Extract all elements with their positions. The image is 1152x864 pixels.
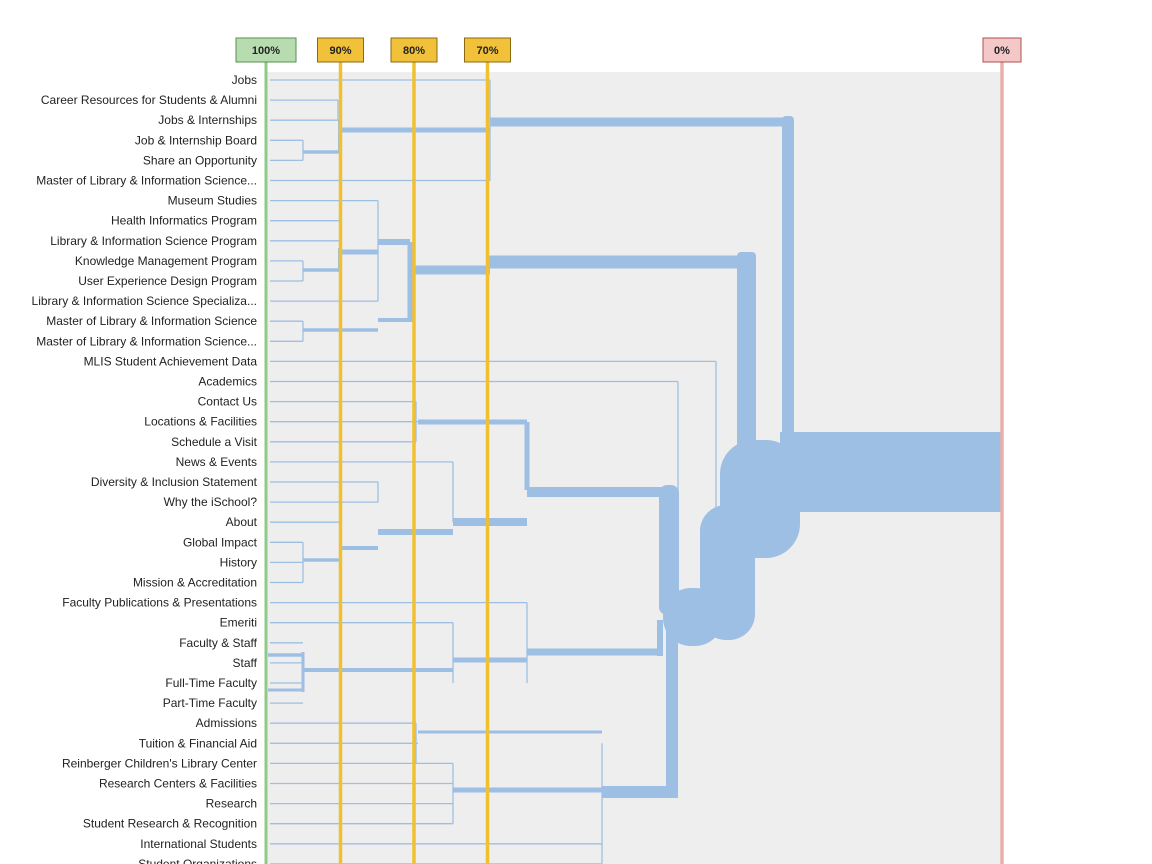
page-label[interactable]: Faculty Publications & Presentations bbox=[62, 596, 257, 610]
trunk bbox=[737, 252, 756, 452]
page-label[interactable]: Research Centers & Facilities bbox=[99, 777, 257, 791]
threshold-label: 90% bbox=[329, 45, 351, 57]
threshold-badge[interactable] bbox=[390, 37, 438, 63]
threshold-badge[interactable] bbox=[982, 37, 1022, 63]
page-label[interactable]: International Students bbox=[140, 837, 257, 851]
page-label[interactable]: Part-Time Faculty bbox=[163, 696, 257, 710]
page-label[interactable]: Faculty & Staff bbox=[179, 636, 257, 650]
threshold-label: 70% bbox=[476, 45, 498, 57]
page-label[interactable]: Student Research & Recognition bbox=[83, 817, 257, 831]
page-label[interactable]: Locations & Facilities bbox=[144, 415, 257, 429]
page-label[interactable]: Full-Time Faculty bbox=[165, 676, 257, 690]
threshold-badge[interactable] bbox=[317, 37, 364, 63]
page-label[interactable]: Health Informatics Program bbox=[111, 214, 257, 228]
page-label[interactable]: Emeriti bbox=[220, 616, 257, 630]
page-label[interactable]: News & Events bbox=[176, 455, 257, 469]
threshold-label: 0% bbox=[994, 45, 1010, 57]
page-label[interactable]: Share an Opportunity bbox=[143, 153, 257, 167]
page-label[interactable]: Staff bbox=[233, 656, 258, 670]
trunk bbox=[782, 116, 794, 446]
page-label[interactable]: Master of Library & Information Science.… bbox=[36, 174, 257, 188]
page-label[interactable]: Research bbox=[206, 797, 257, 811]
page-label[interactable]: Career Resources for Students & Alumni bbox=[41, 93, 257, 107]
page-label[interactable]: Diversity & Inclusion Statement bbox=[91, 475, 258, 489]
page-label[interactable]: Admissions bbox=[196, 716, 257, 730]
page-label[interactable]: Master of Library & Information Science bbox=[46, 314, 257, 328]
page-label[interactable]: Global Impact bbox=[183, 535, 258, 549]
page-label[interactable]: MLIS Student Achievement Data bbox=[84, 354, 258, 368]
trunk bbox=[663, 588, 723, 646]
page-label[interactable]: Library & Information Science Specializa… bbox=[32, 294, 257, 308]
threshold-badge[interactable] bbox=[464, 37, 511, 63]
page-label[interactable]: Why the iSchool? bbox=[164, 495, 258, 509]
page-label[interactable]: Knowledge Management Program bbox=[75, 254, 257, 268]
cluster-branches bbox=[268, 79, 1002, 864]
page-label[interactable]: History bbox=[220, 555, 257, 569]
root-trunk bbox=[780, 432, 1002, 512]
threshold-lines: 100% 90% 80% 70% 0% bbox=[235, 37, 1022, 864]
page-label[interactable]: Jobs & Internships bbox=[158, 113, 257, 127]
page-label[interactable]: Tuition & Financial Aid bbox=[139, 736, 257, 750]
page-label[interactable]: Student Organizations bbox=[138, 857, 257, 864]
trunk bbox=[659, 485, 679, 615]
page-label[interactable]: Contact Us bbox=[198, 395, 257, 409]
page-label[interactable]: Mission & Accreditation bbox=[133, 576, 257, 590]
page-label[interactable]: Reinberger Children's Library Center bbox=[62, 756, 257, 770]
page-label[interactable]: Museum Studies bbox=[168, 194, 257, 208]
page-label[interactable]: About bbox=[226, 515, 258, 529]
page-labels: Jobs Career Resources for Students & Alum… bbox=[32, 73, 258, 864]
page-label[interactable]: User Experience Design Program bbox=[78, 274, 257, 288]
page-label[interactable]: Master of Library & Information Science.… bbox=[36, 334, 257, 348]
threshold-badge[interactable] bbox=[235, 37, 297, 63]
page-label[interactable]: Jobs bbox=[232, 73, 257, 87]
page-label[interactable]: Job & Internship Board bbox=[135, 133, 257, 147]
page-label[interactable]: Library & Information Science Program bbox=[50, 234, 257, 248]
threshold-label: 80% bbox=[403, 45, 425, 57]
threshold-label: 100% bbox=[252, 45, 280, 57]
page-label[interactable]: Academics bbox=[198, 375, 257, 389]
page-label[interactable]: Schedule a Visit bbox=[171, 435, 258, 449]
